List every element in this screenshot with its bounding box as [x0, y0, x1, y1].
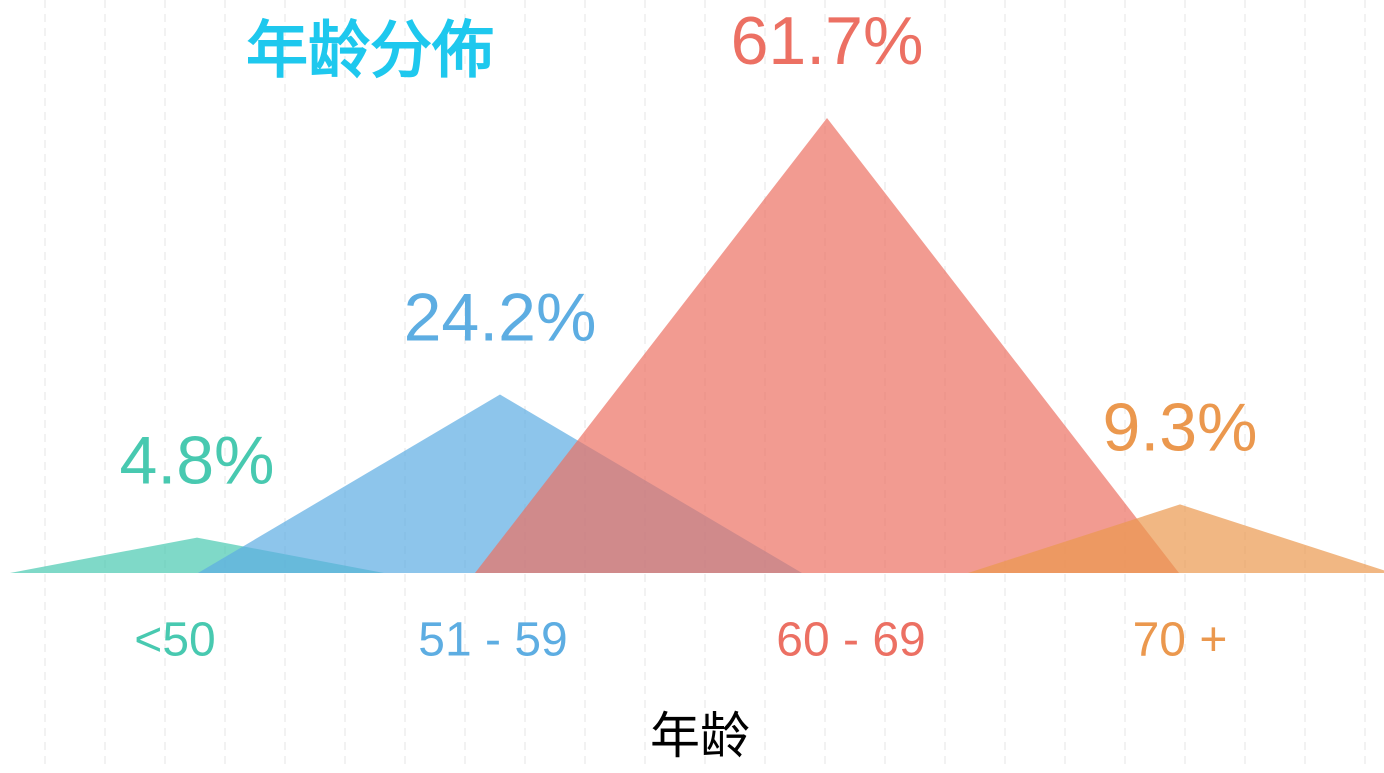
- triangle-bar: [475, 118, 1179, 573]
- chart-title: 年龄分佈: [246, 16, 494, 85]
- x-axis-label: 年龄: [650, 708, 750, 764]
- value-label: 4.8%: [120, 423, 275, 499]
- x-tick-label: <50: [134, 614, 215, 667]
- x-tick-label: 70 +: [1133, 614, 1228, 667]
- x-tick-label: 60 - 69: [776, 614, 925, 667]
- value-label: 61.7%: [731, 3, 924, 79]
- x-tick-label: 51 - 59: [418, 614, 567, 667]
- triangle-bar: [968, 504, 1384, 573]
- value-label: 24.2%: [404, 280, 597, 356]
- value-label: 9.3%: [1103, 389, 1258, 465]
